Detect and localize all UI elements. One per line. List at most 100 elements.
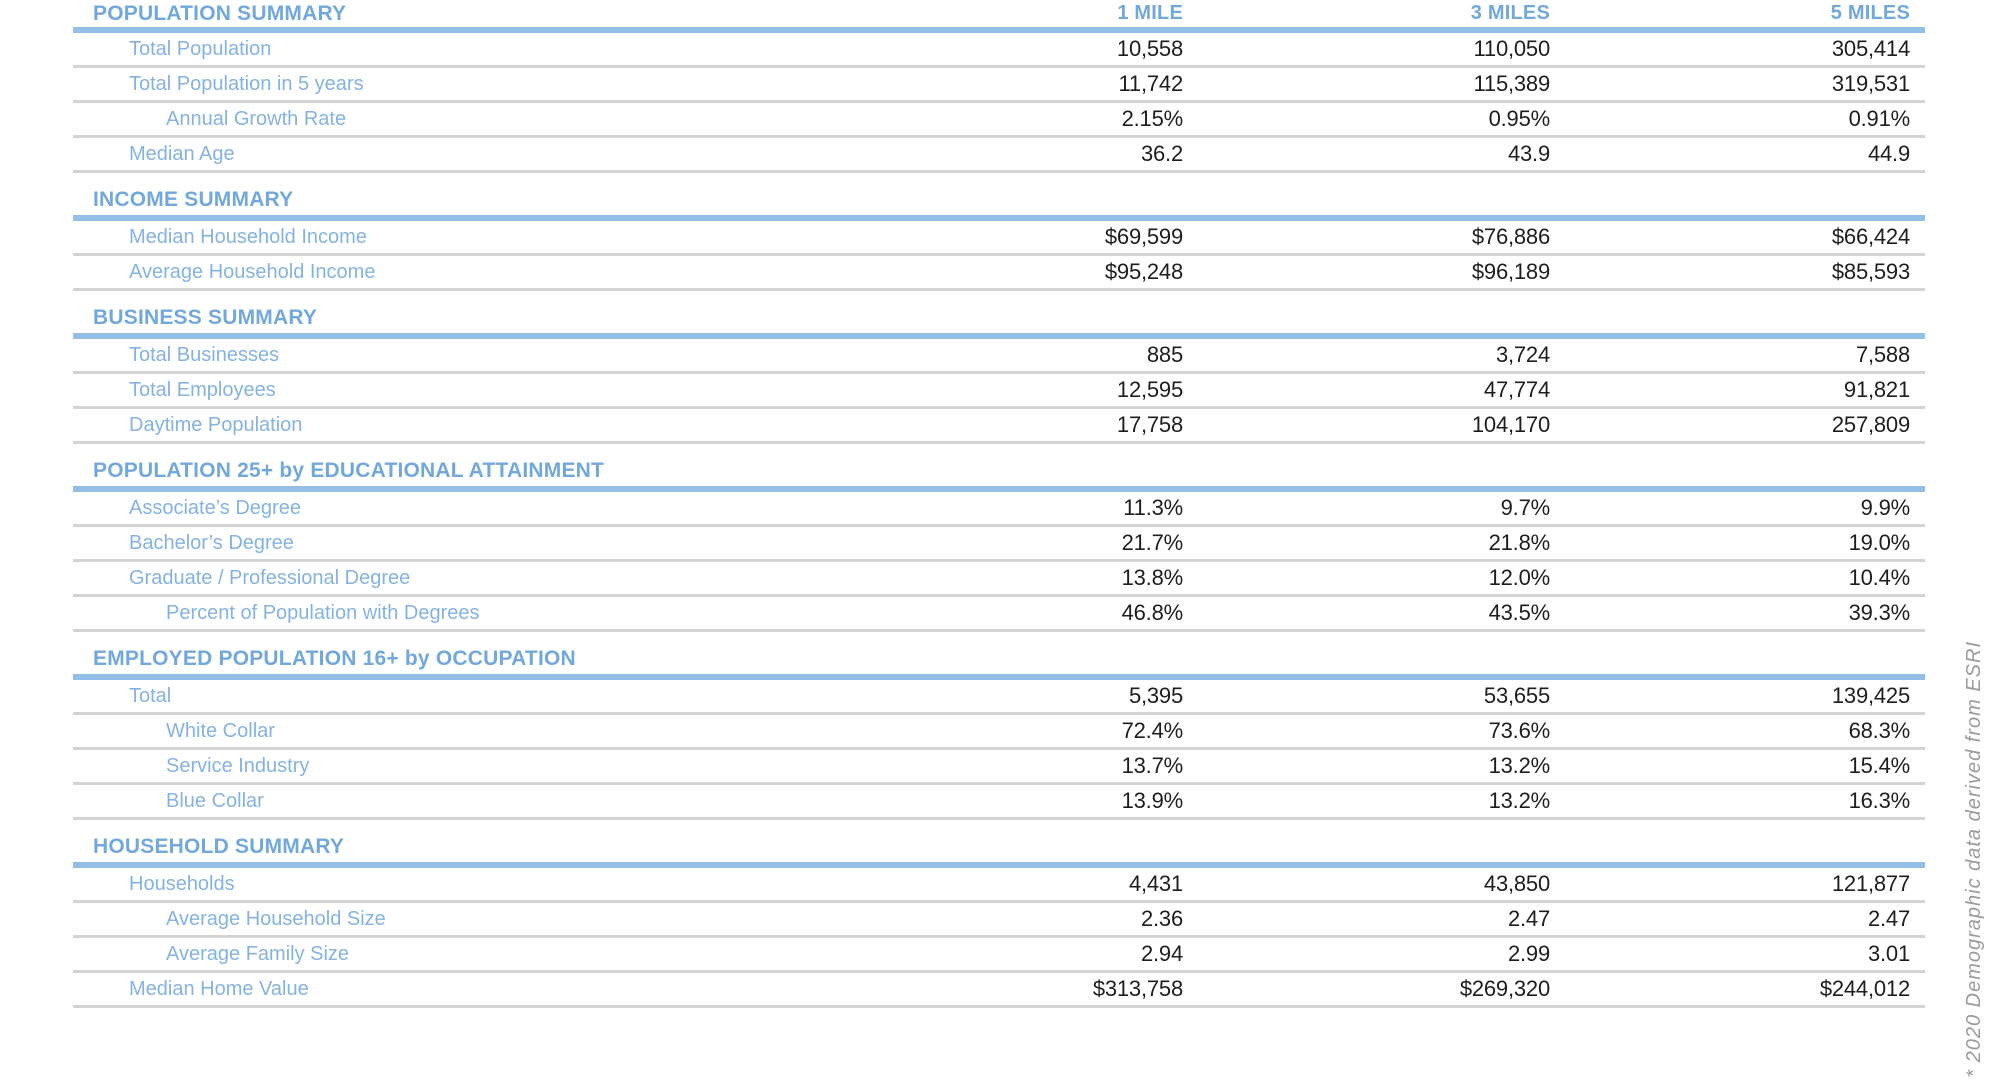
- row-label: Blue Collar: [166, 789, 264, 812]
- table-row: Median Household Income $69,599 $76,886 $66…: [73, 221, 1925, 256]
- row-value: 47,774: [1483, 377, 1550, 402]
- row-value: 21.8%: [1488, 530, 1551, 555]
- row-value: 7,588: [1855, 342, 1910, 367]
- table-row: Total Population 10,558 110,050 305,414: [73, 33, 1925, 68]
- row-value: 19.0%: [1848, 530, 1911, 555]
- row-value: 110,050: [1473, 36, 1551, 61]
- row-value: 0.91%: [1848, 106, 1911, 131]
- row-value: 115,389: [1473, 71, 1551, 96]
- row-value: 11,742: [1118, 71, 1184, 96]
- row-value: 13.2%: [1488, 753, 1551, 778]
- table-row: Daytime Population 17,758 104,170 257,809: [73, 409, 1925, 444]
- row-value: 104,170: [1471, 412, 1550, 437]
- row-value: 5,395: [1128, 683, 1183, 708]
- row-value: $244,012: [1819, 976, 1910, 1001]
- row-value: 21.7%: [1121, 530, 1184, 555]
- table-row: Households 4,431 43,850 121,877: [73, 868, 1925, 903]
- row-label: Service Industry: [166, 754, 310, 777]
- row-value: 2.47: [1867, 906, 1910, 931]
- row-value: 12,595: [1116, 377, 1183, 402]
- row-label: Total: [129, 684, 172, 707]
- row-value: 2.94: [1140, 941, 1183, 966]
- row-value: 11.3%: [1123, 495, 1183, 520]
- table-row: Percent of Population with Degrees 46.8% 4…: [73, 597, 1925, 632]
- row-value: 17,758: [1116, 412, 1183, 437]
- column-header: 5 MILES: [1830, 2, 1910, 24]
- row-value: 9.9%: [1860, 495, 1911, 520]
- row-label: Average Household Income: [129, 260, 376, 283]
- row-value: 885: [1146, 342, 1183, 367]
- row-value: 68.3%: [1848, 718, 1911, 743]
- row-label: Percent of Population with Degrees: [166, 601, 480, 624]
- row-value: 139,425: [1831, 683, 1910, 708]
- section-title: BUSINESS SUMMARY: [93, 306, 318, 329]
- row-value: 72.4%: [1121, 718, 1184, 743]
- section-header: HOUSEHOLD SUMMARY: [73, 820, 1925, 868]
- section-header: INCOME SUMMARY: [73, 173, 1925, 221]
- row-value: 91,821: [1843, 377, 1910, 402]
- row-label: Total Population: [129, 37, 272, 60]
- row-value: 43.9: [1507, 141, 1550, 166]
- table-row: Average Family Size 2.94 2.99 3.01: [73, 938, 1925, 973]
- table-row: Bachelor’s Degree 21.7% 21.8% 19.0%: [73, 527, 1925, 562]
- row-value: 10,558: [1116, 36, 1183, 61]
- column-header: 3 MILES: [1470, 2, 1550, 24]
- row-label: Bachelor’s Degree: [129, 531, 294, 554]
- row-label: Average Household Size: [166, 907, 386, 930]
- row-label: Median Household Income: [129, 225, 367, 248]
- demographics-table: POPULATION SUMMARY 1 MILE 3 MILES 5 MILES To…: [73, 0, 1925, 1008]
- section-title: POPULATION SUMMARY: [93, 1, 347, 25]
- row-value: 36.2: [1140, 141, 1183, 166]
- row-value: 10.4%: [1848, 565, 1911, 590]
- row-value: 0.95%: [1488, 106, 1551, 131]
- row-value: 257,809: [1831, 412, 1910, 437]
- table-row: Total 5,395 53,655 139,425: [73, 680, 1925, 715]
- row-value: $85,593: [1831, 259, 1910, 284]
- row-value: 43.5%: [1488, 600, 1551, 625]
- row-label: Median Age: [129, 142, 235, 165]
- table-row: Annual Growth Rate 2.15% 0.95% 0.91%: [73, 103, 1925, 138]
- section-title: HOUSEHOLD SUMMARY: [93, 835, 345, 858]
- row-value: 13.9%: [1121, 788, 1184, 813]
- section-title: EMPLOYED POPULATION 16+ by OCCUPATION: [93, 647, 576, 670]
- table-header-row: POPULATION SUMMARY 1 MILE 3 MILES 5 MILES: [73, 0, 1925, 33]
- table-row: Associate’s Degree 11.3% 9.7% 9.9%: [73, 492, 1925, 527]
- table-row: Median Home Value $313,758 $269,320 $244,01…: [73, 973, 1925, 1008]
- table-row: Average Household Size 2.36 2.47 2.47: [73, 903, 1925, 938]
- row-value: $76,886: [1471, 224, 1550, 249]
- row-value: 15.4%: [1848, 753, 1911, 778]
- row-value: $66,424: [1831, 224, 1910, 249]
- row-label: Associate’s Degree: [129, 496, 301, 519]
- table-row: White Collar 72.4% 73.6% 68.3%: [73, 715, 1925, 750]
- row-label: Total Employees: [129, 378, 276, 401]
- row-value: 305,414: [1831, 36, 1910, 61]
- row-value: 13.7%: [1121, 753, 1184, 778]
- row-value: 3.01: [1867, 941, 1910, 966]
- row-value: 319,531: [1831, 71, 1910, 96]
- row-value: 16.3%: [1848, 788, 1911, 813]
- row-value: 13.8%: [1121, 565, 1184, 590]
- row-value: 46.8%: [1121, 600, 1184, 625]
- row-label: Graduate / Professional Degree: [129, 566, 411, 589]
- row-value: 2.15%: [1121, 106, 1184, 131]
- row-value: 2.47: [1507, 906, 1550, 931]
- row-value: 2.99: [1507, 941, 1550, 966]
- row-label: White Collar: [166, 719, 275, 742]
- row-label: Average Family Size: [166, 942, 350, 965]
- table-row: Service Industry 13.7% 13.2% 15.4%: [73, 750, 1925, 785]
- section-header: BUSINESS SUMMARY: [73, 291, 1925, 339]
- section-title: INCOME SUMMARY: [93, 188, 294, 211]
- row-value: 13.2%: [1488, 788, 1551, 813]
- row-value: 73.6%: [1488, 718, 1551, 743]
- row-label: Total Businesses: [129, 343, 280, 366]
- section-header: EMPLOYED POPULATION 16+ by OCCUPATION: [73, 632, 1925, 680]
- section-title: POPULATION 25+ by EDUCATIONAL ATTAINMENT: [93, 459, 605, 482]
- row-value: 2.36: [1140, 906, 1183, 931]
- row-label: Median Home Value: [129, 977, 309, 1000]
- row-value: 53,655: [1483, 683, 1550, 708]
- row-value: 4,431: [1128, 871, 1183, 896]
- row-value: $96,189: [1471, 259, 1550, 284]
- table-row: Total Population in 5 years 11,742 115,389…: [73, 68, 1925, 103]
- row-value: $313,758: [1092, 976, 1183, 1001]
- row-label: Daytime Population: [129, 413, 303, 436]
